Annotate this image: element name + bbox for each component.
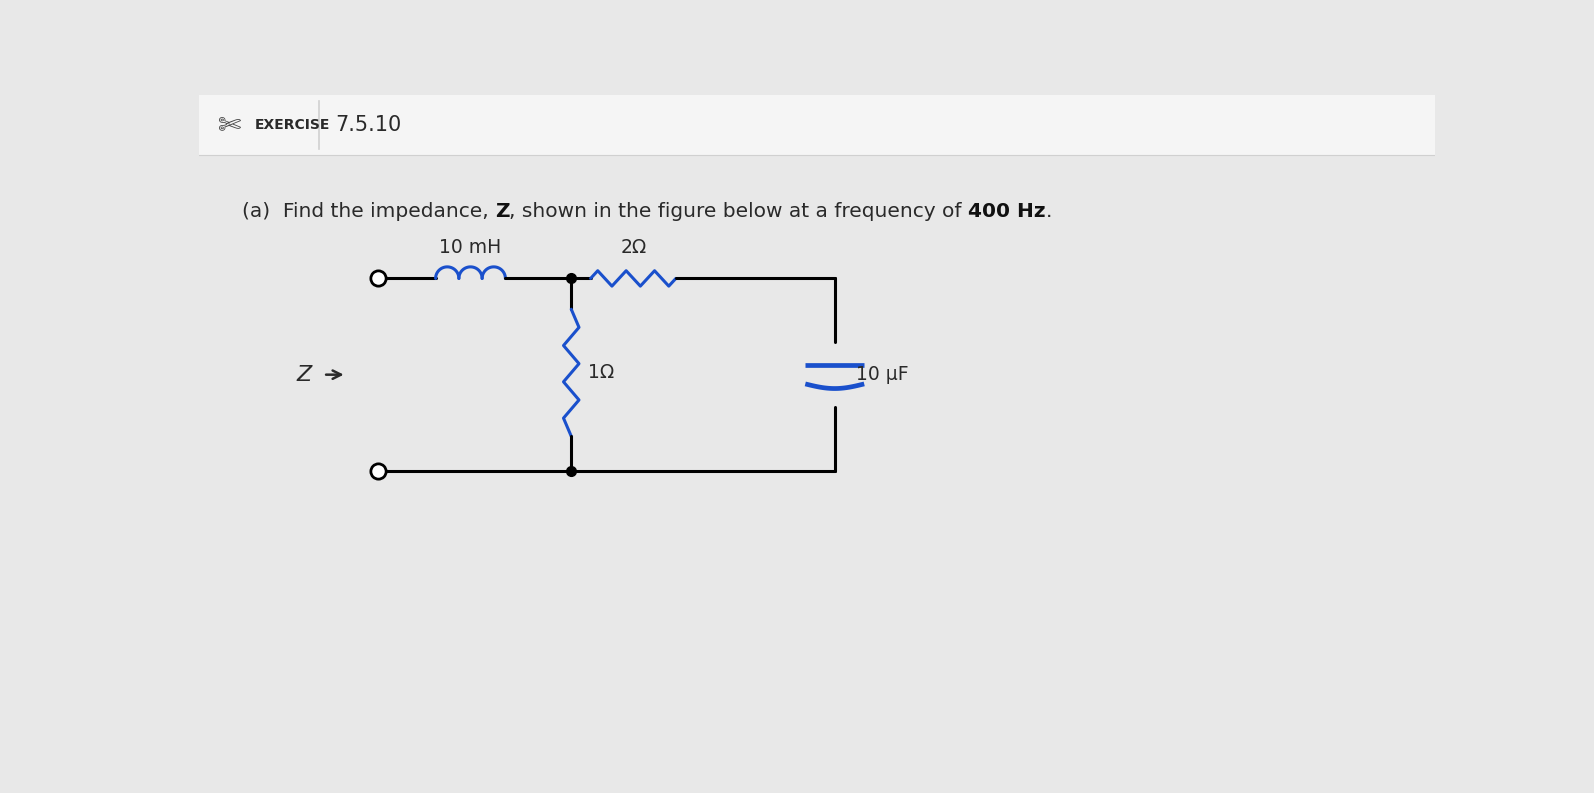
Text: 2Ω: 2Ω [620, 238, 647, 257]
Text: 7.5.10: 7.5.10 [335, 115, 402, 135]
Text: 1Ω: 1Ω [588, 363, 615, 382]
Text: EXERCISE: EXERCISE [255, 118, 330, 132]
Text: 400 Hz: 400 Hz [969, 202, 1046, 221]
Text: , shown in the figure below at a frequency of: , shown in the figure below at a frequen… [510, 202, 969, 221]
Text: Z: Z [496, 202, 510, 221]
Text: 10 μF: 10 μF [856, 365, 909, 384]
Text: 10 mH: 10 mH [440, 238, 502, 257]
Bar [199, 95, 1435, 155]
Text: Z: Z [296, 365, 311, 385]
Text: (a)  Find the impedance,: (a) Find the impedance, [242, 202, 496, 221]
Text: .: . [1046, 202, 1052, 221]
Text: ✄: ✄ [217, 111, 241, 140]
